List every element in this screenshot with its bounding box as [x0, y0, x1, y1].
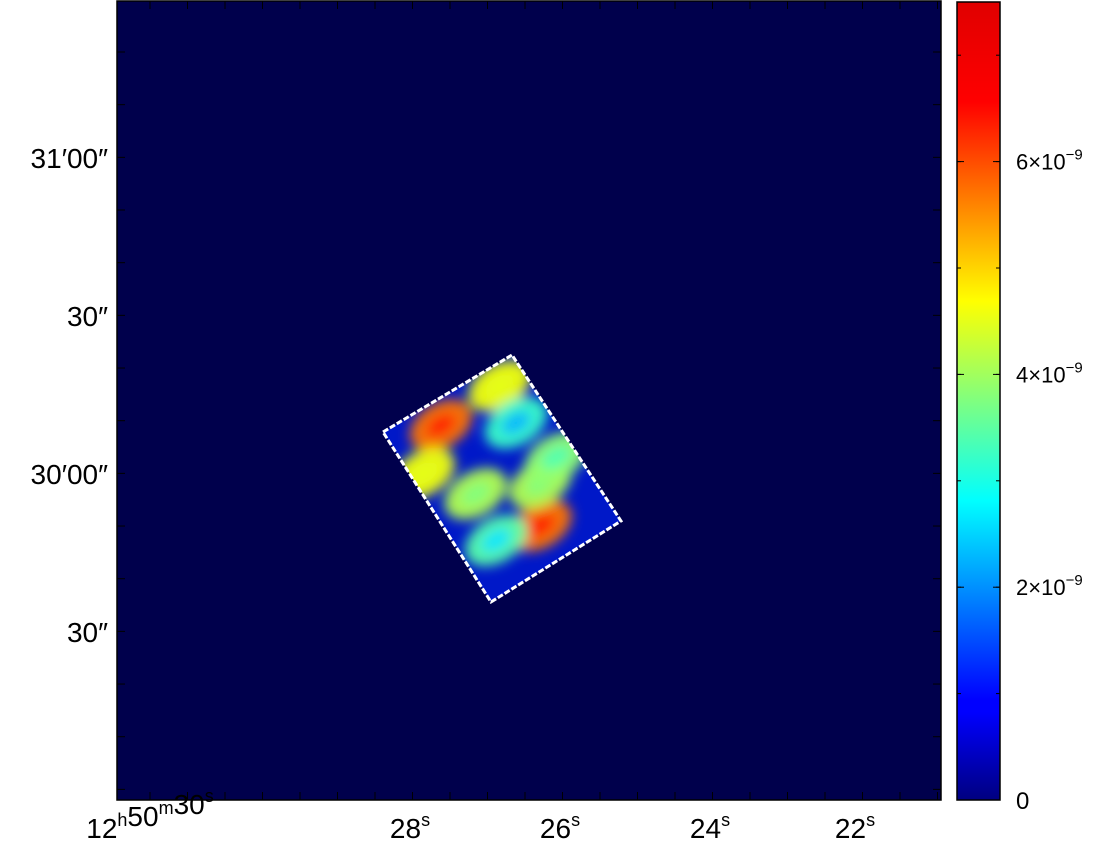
hotspot-core-4	[525, 514, 555, 537]
y-tick-label-3: 30″	[67, 617, 108, 648]
hotspot-core-2	[409, 462, 439, 485]
x-tick-label-1: 28s	[390, 810, 430, 844]
hotspot-core-6	[541, 446, 571, 469]
hotspot-core-0	[426, 414, 456, 437]
y-tick-label-1: 30″	[67, 301, 108, 332]
colorbar-label-3: 6×10−9	[1016, 147, 1083, 175]
colorbar-label-2: 4×10−9	[1016, 359, 1083, 387]
x-axis-labels: 12h50m30s 28s 26s 24s 22s	[86, 786, 875, 844]
colorbar-label-1: 2×10−9	[1016, 572, 1083, 600]
hotspot-core-1	[485, 374, 515, 398]
axis-ticks	[117, 1, 941, 800]
image-frame	[116, 0, 942, 801]
x-tick-label-3: 24s	[690, 810, 730, 844]
y-axis-labels: 31′00″ 30″ 30′00″ 30″	[31, 143, 109, 648]
y-tick-label-0: 31′00″	[31, 143, 109, 174]
footprint-outline	[380, 352, 624, 605]
hotspot-core-8	[501, 411, 531, 435]
colorbar-labels: 0 2×10−9 4×10−9 6×10−9	[1016, 147, 1083, 815]
colorbar-label-0: 0	[1016, 788, 1029, 815]
hotspot-core-7	[481, 529, 511, 552]
colorbar	[956, 1, 1001, 801]
x-tick-label-4: 22s	[835, 810, 875, 844]
hotspot-core-3	[461, 482, 491, 506]
x-tick-label-2: 26s	[540, 810, 580, 844]
x-tick-label-0: 12h50m30s	[86, 786, 213, 844]
colorbar-ticks	[957, 54, 1000, 801]
y-tick-label-2: 30′00″	[31, 459, 109, 490]
